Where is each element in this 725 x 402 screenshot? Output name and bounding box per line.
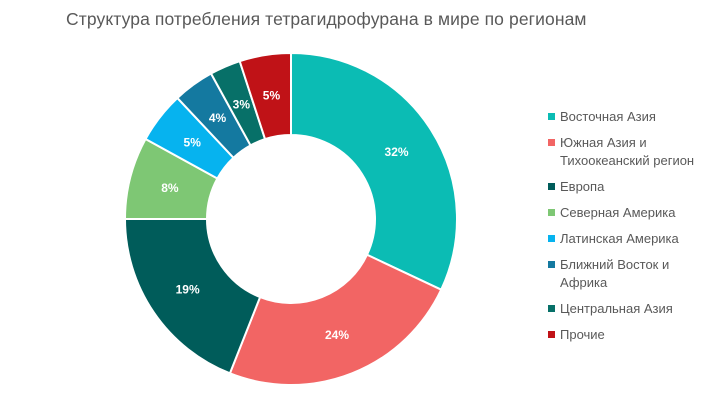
- legend-label: Латинская Америка: [560, 231, 679, 246]
- legend-label: Ближний Восток и Африка: [560, 257, 670, 290]
- legend-item: Прочие: [548, 326, 718, 344]
- legend-item: Латинская Америка: [548, 230, 718, 248]
- legend-swatch: [548, 209, 555, 216]
- legend-label: Центральная Азия: [560, 301, 673, 316]
- legend-label: Южная Азия и Тихоокеанский регион: [560, 135, 695, 168]
- legend-item: Южная Азия и Тихоокеанский регион: [548, 134, 718, 170]
- slice-data-label: 24%: [325, 328, 349, 342]
- slice-data-label: 8%: [161, 181, 179, 195]
- chart-title: Структура потребления тетрагидрофурана в…: [66, 9, 587, 29]
- legend-label: Европа: [560, 179, 605, 194]
- slice-data-label: 32%: [385, 145, 409, 159]
- donut-slice: [123, 218, 262, 375]
- chart-legend: Восточная Азия Южная Азия и Тихоокеанский …: [548, 108, 718, 352]
- legend-label: Прочие: [560, 327, 605, 342]
- legend-swatch: [548, 331, 555, 338]
- slice-data-label: 5%: [263, 89, 281, 103]
- slice-data-label: 3%: [233, 97, 251, 111]
- legend-swatch: [548, 305, 555, 312]
- slice-data-label: 4%: [209, 111, 227, 125]
- slice-data-label: 19%: [176, 282, 200, 296]
- slice-data-label: 5%: [184, 135, 202, 149]
- legend-item: Восточная Азия: [548, 108, 718, 126]
- legend-label: Восточная Азия: [560, 109, 656, 124]
- legend-item: Северная Америка: [548, 204, 718, 222]
- legend-item: Центральная Азия: [548, 300, 718, 318]
- legend-swatch: [548, 139, 555, 146]
- legend-item: Ближний Восток и Африка: [548, 256, 718, 292]
- donut-slice: [228, 253, 443, 386]
- legend-swatch: [548, 113, 555, 120]
- legend-label: Северная Америка: [560, 205, 676, 220]
- legend-item: Европа: [548, 178, 718, 196]
- legend-swatch: [548, 235, 555, 242]
- donut-slice: [290, 51, 458, 292]
- donut-slice: [238, 51, 292, 141]
- legend-swatch: [548, 261, 555, 268]
- legend-swatch: [548, 183, 555, 190]
